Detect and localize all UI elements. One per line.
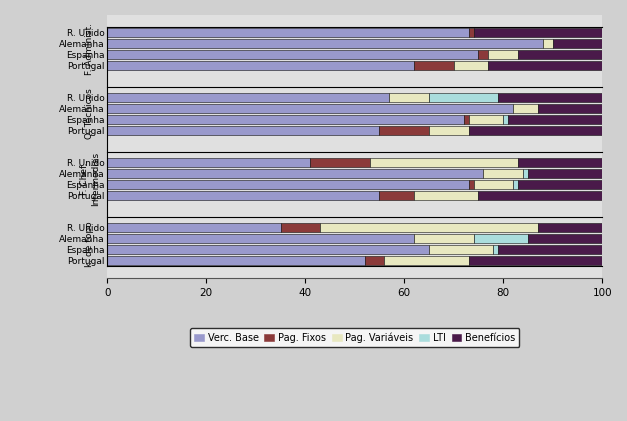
- Bar: [389, 93, 429, 102]
- Bar: [518, 158, 602, 167]
- Bar: [107, 223, 280, 232]
- Bar: [473, 28, 602, 37]
- Bar: [107, 158, 310, 167]
- Bar: [365, 256, 384, 265]
- Bar: [518, 50, 602, 59]
- Bar: [513, 180, 518, 189]
- Bar: [478, 191, 602, 200]
- Bar: [320, 223, 538, 232]
- Bar: [107, 180, 468, 189]
- Bar: [483, 169, 523, 178]
- Bar: [107, 50, 478, 59]
- Bar: [107, 234, 414, 243]
- Bar: [498, 245, 602, 254]
- Bar: [488, 50, 518, 59]
- Bar: [468, 115, 503, 124]
- Bar: [468, 180, 473, 189]
- Bar: [107, 245, 429, 254]
- Bar: [429, 93, 498, 102]
- Bar: [107, 39, 543, 48]
- Bar: [107, 191, 379, 200]
- Bar: [503, 115, 508, 124]
- Bar: [384, 256, 468, 265]
- Bar: [379, 126, 429, 135]
- Bar: [429, 126, 468, 135]
- Bar: [528, 169, 602, 178]
- Bar: [107, 93, 389, 102]
- Bar: [463, 115, 468, 124]
- Bar: [543, 39, 552, 48]
- Bar: [107, 126, 379, 135]
- Bar: [107, 61, 414, 70]
- Bar: [538, 104, 602, 113]
- Bar: [468, 126, 602, 135]
- Bar: [414, 61, 454, 70]
- Bar: [468, 256, 602, 265]
- Bar: [473, 180, 513, 189]
- Bar: [552, 39, 602, 48]
- Bar: [414, 191, 478, 200]
- Bar: [454, 61, 488, 70]
- Legend: Verc. Base, Pag. Fixos, Pag. Variáveis, LTI, Benefícios: Verc. Base, Pag. Fixos, Pag. Variáveis, …: [190, 328, 519, 347]
- Bar: [379, 191, 414, 200]
- Bar: [488, 61, 602, 70]
- Text: Q. Técnicos: Q. Técnicos: [85, 88, 95, 139]
- Bar: [107, 104, 513, 113]
- Bar: [414, 234, 473, 243]
- Bar: [107, 28, 468, 37]
- Bar: [369, 158, 518, 167]
- Bar: [528, 234, 602, 243]
- Bar: [523, 169, 528, 178]
- Bar: [513, 104, 538, 113]
- Bar: [107, 256, 365, 265]
- Bar: [310, 158, 369, 167]
- Bar: [107, 169, 483, 178]
- Text: F. Administ.: F. Administ.: [85, 23, 95, 75]
- Bar: [518, 180, 602, 189]
- Bar: [107, 115, 463, 124]
- Bar: [429, 245, 493, 254]
- Bar: [498, 93, 602, 102]
- Text: k. de topo: k. de topo: [85, 221, 95, 267]
- Bar: [473, 234, 528, 243]
- Bar: [538, 223, 602, 232]
- Bar: [508, 115, 602, 124]
- Bar: [478, 50, 488, 59]
- Bar: [468, 28, 473, 37]
- Bar: [493, 245, 498, 254]
- Text: F. Chef.
Intermedias: F. Chef. Intermedias: [80, 152, 100, 206]
- Bar: [280, 223, 320, 232]
